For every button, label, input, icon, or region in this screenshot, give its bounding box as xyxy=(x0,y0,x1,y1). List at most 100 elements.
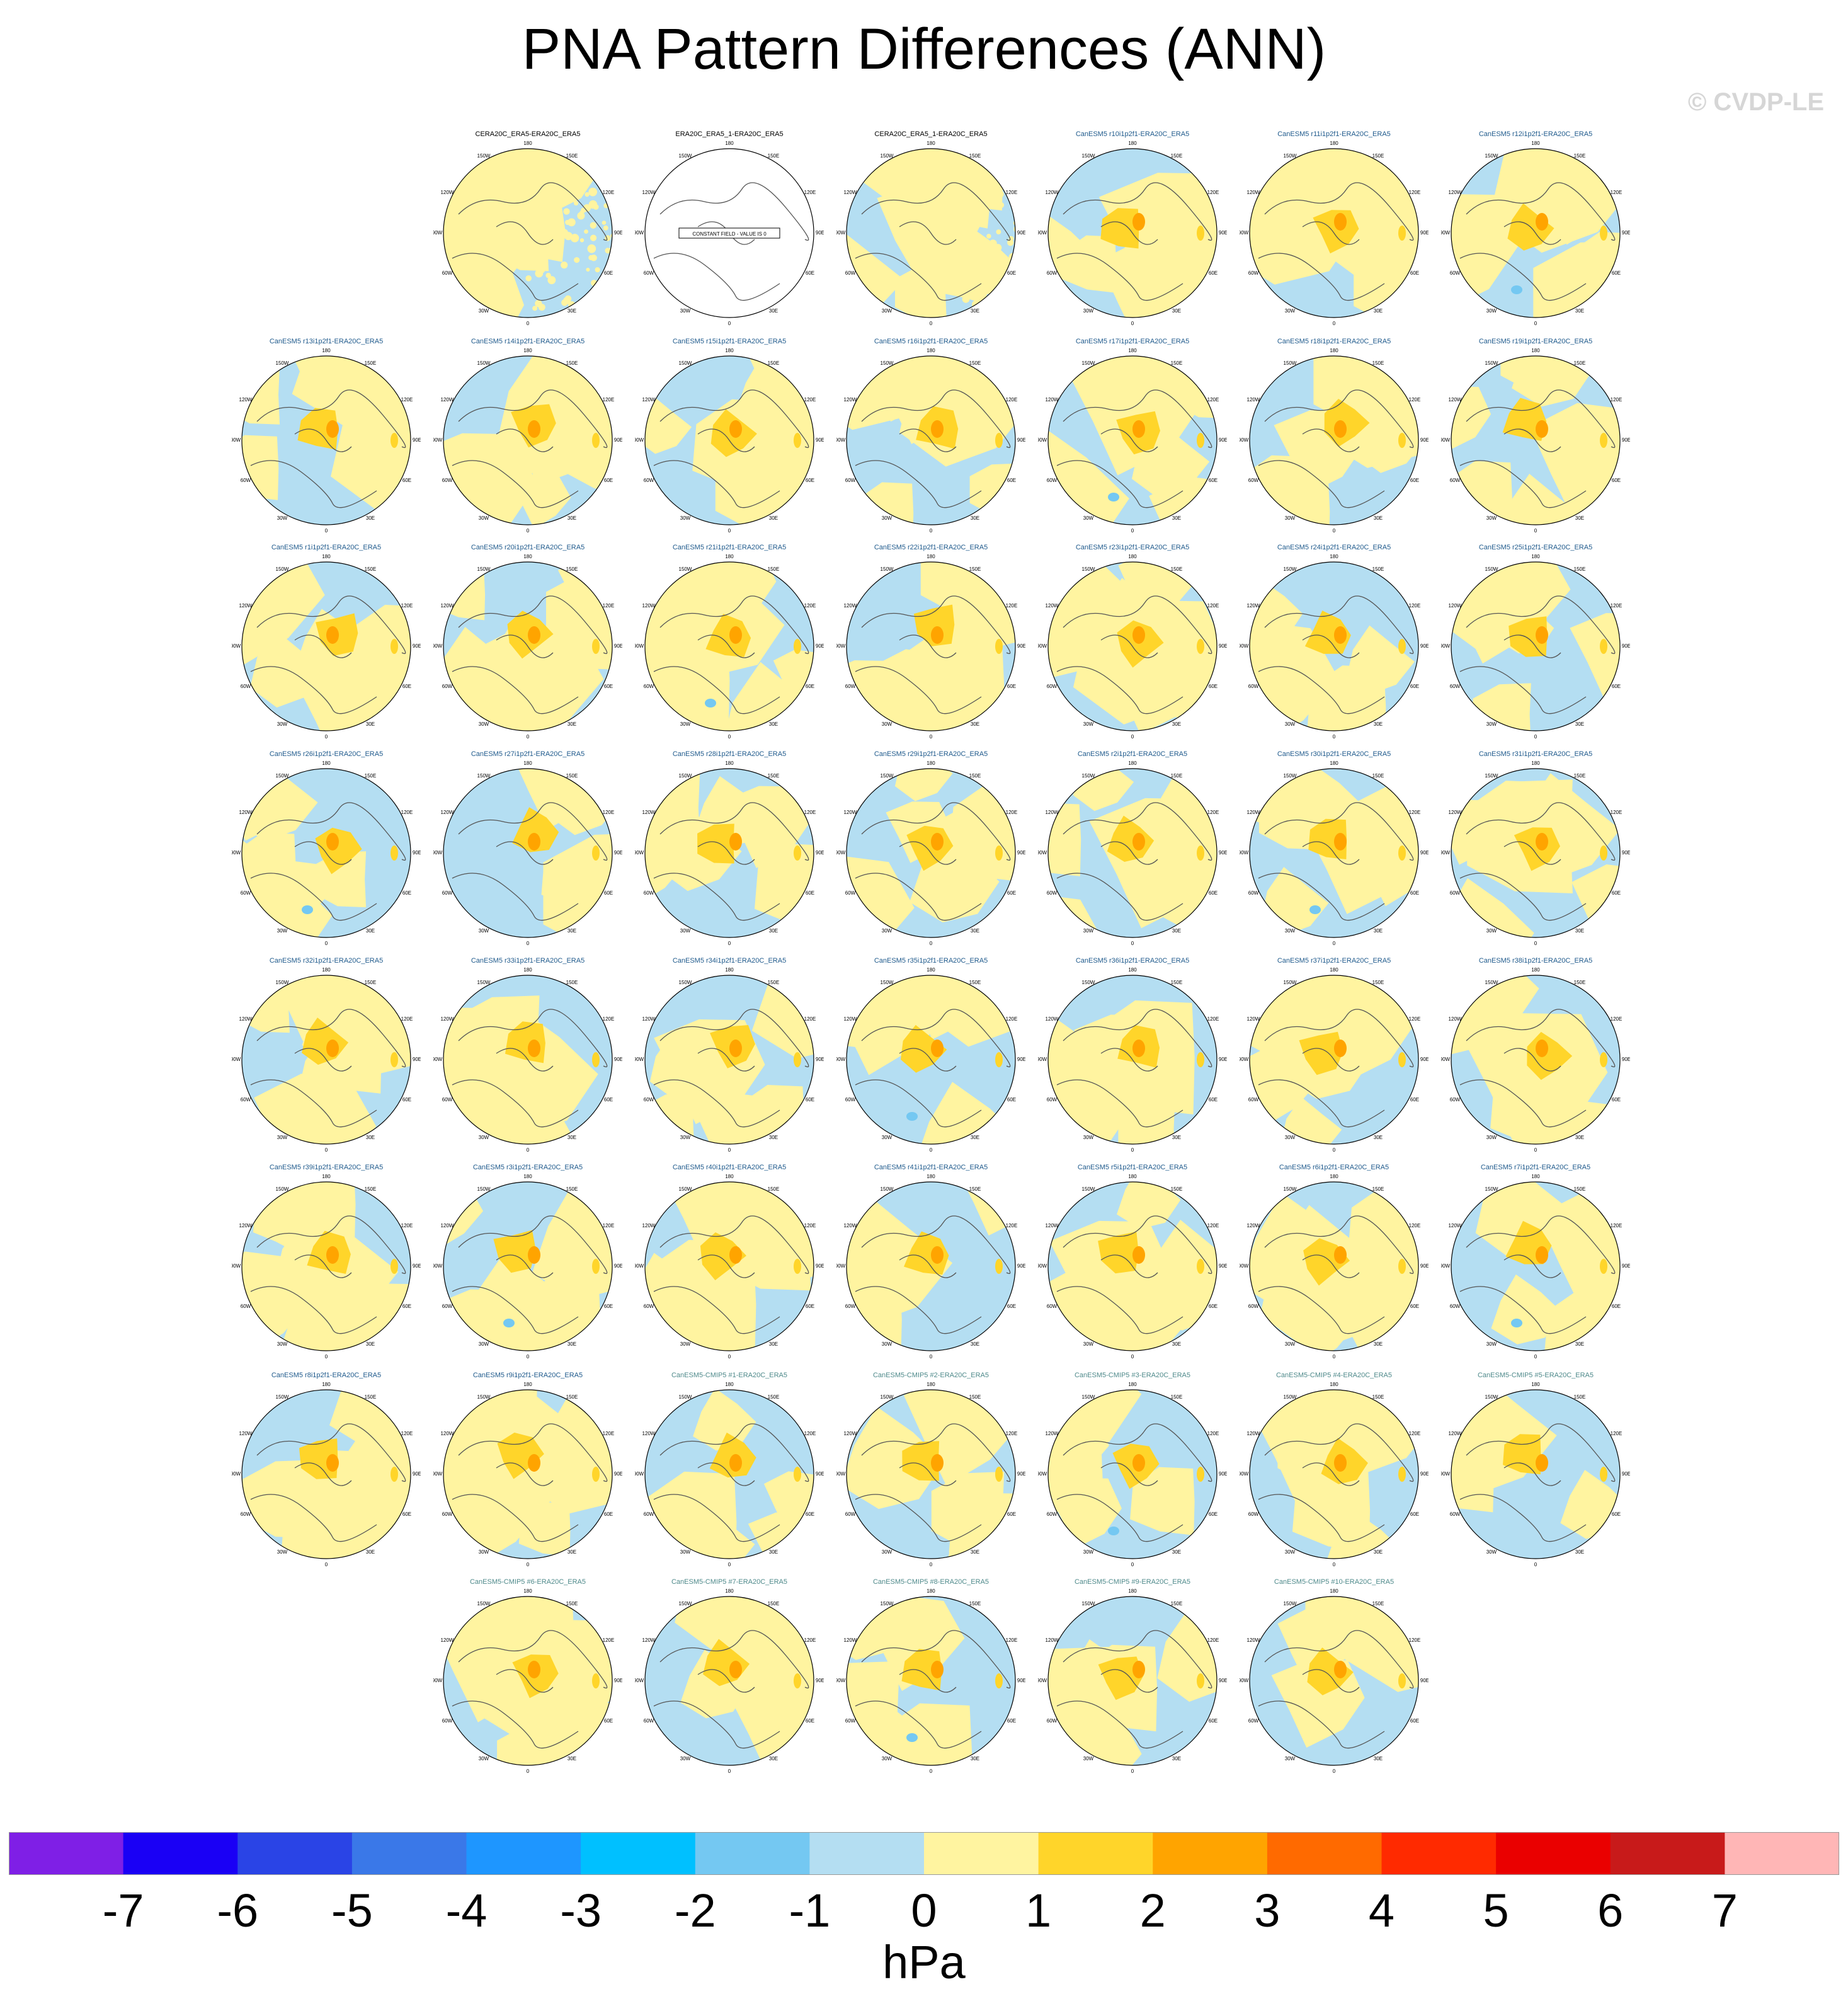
panel-title: CanESM5 r19i1p2f1-ERA20C_ERA5 xyxy=(1478,338,1593,345)
field-positive-mid xyxy=(995,639,1003,654)
longitude-label: 60W xyxy=(845,1304,856,1309)
longitude-label: 180 xyxy=(1330,1588,1338,1594)
longitude-label: 30E xyxy=(366,721,375,727)
longitude-label: 30W xyxy=(1486,515,1497,521)
longitude-label: 60E xyxy=(1612,1511,1621,1517)
longitude-label: 60W xyxy=(1450,270,1461,276)
longitude-label: 90W xyxy=(635,230,644,236)
longitude-label: 0 xyxy=(325,941,328,946)
panel-title: CanESM5 r20i1p2f1-ERA20C_ERA5 xyxy=(471,544,585,551)
field-positive-mid xyxy=(1600,433,1607,448)
coastline xyxy=(855,1009,1011,1128)
colorbar-tick-label: -7 xyxy=(102,1884,144,1937)
longitude-label: 90E xyxy=(816,1057,824,1062)
longitude-label: 60W xyxy=(845,270,856,276)
longitude-label: 120E xyxy=(1611,1016,1623,1022)
field-positive xyxy=(748,1512,814,1559)
map-border xyxy=(846,1596,1016,1766)
longitude-label: 120E xyxy=(1207,1637,1219,1643)
longitude-label: 30W xyxy=(479,1756,489,1762)
colorbar-tick-label: 4 xyxy=(1368,1884,1395,1937)
longitude-label: 150E xyxy=(969,566,981,572)
polar-map: 180 150W 150E 120W 120E 90W 90E 60W 60E 30W 30E 0 xyxy=(232,554,421,740)
longitude-label: 60E xyxy=(1410,684,1419,689)
longitude-label: 120W xyxy=(1449,603,1462,609)
polar-map: 180 150W 150E 120W 120E 90W 90E 60W 60E 30W 30E 0 xyxy=(836,967,1025,1153)
longitude-label: 90E xyxy=(1622,643,1630,649)
longitude-label: 0 xyxy=(1534,1562,1537,1567)
longitude-label: 120E xyxy=(1207,603,1219,609)
longitude-label: 150E xyxy=(365,1394,377,1400)
longitude-label: 180 xyxy=(1128,1382,1137,1387)
polar-map: 180 150W 150E 120W 120E 90W 90E 60W 60E 30W 30E 0 xyxy=(635,760,824,946)
field-positive xyxy=(1451,193,1519,314)
map-panel: CanESM5 r39i1p2f1-ERA20C_ERA5 180 150W 150E… xyxy=(232,1163,421,1360)
longitude-label: 150E xyxy=(1171,980,1183,985)
longitude-label: 0 xyxy=(1333,1768,1336,1774)
longitude-label: 90W xyxy=(433,437,443,443)
longitude-label: 180 xyxy=(927,348,935,353)
longitude-label: 30W xyxy=(1285,1341,1296,1347)
field-positive-mid xyxy=(592,639,600,654)
colorbar-segment xyxy=(1381,1832,1497,1875)
longitude-label: 150W xyxy=(1284,773,1297,779)
polar-map: 180 150W 150E 120W 120E 90W 90E 60W 60E 30W 30E 0 xyxy=(635,1382,824,1567)
field-positive-mid xyxy=(1600,1259,1607,1274)
longitude-label: 120E xyxy=(1006,397,1018,403)
longitude-label: 150W xyxy=(1284,1394,1297,1400)
longitude-label: 60W xyxy=(644,1718,654,1724)
field-positive-strong xyxy=(931,420,944,438)
longitude-label: 30E xyxy=(1575,1549,1584,1555)
longitude-label: 90E xyxy=(1219,230,1227,236)
field-positive-mid xyxy=(391,433,398,448)
longitude-label: 90E xyxy=(614,643,622,649)
map-panel: CanESM5 r15i1p2f1-ERA20C_ERA5 180 150W 150E… xyxy=(635,337,824,534)
field-positive-mid xyxy=(1398,1467,1406,1482)
longitude-label: 180 xyxy=(1531,1174,1540,1179)
longitude-label: 150E xyxy=(365,980,377,985)
longitude-label: 120E xyxy=(603,1016,615,1022)
longitude-label: 150E xyxy=(566,360,578,366)
longitude-label: 120W xyxy=(844,810,857,815)
longitude-label: 0 xyxy=(1534,1354,1537,1360)
longitude-label: 60W xyxy=(1248,1097,1259,1103)
longitude-label: 60E xyxy=(402,890,411,896)
coastline xyxy=(1258,1009,1414,1128)
field-positive-mid xyxy=(1503,1434,1541,1475)
field-positive-mid xyxy=(1514,827,1560,871)
longitude-label: 30E xyxy=(1374,515,1383,521)
longitude-label: 30W xyxy=(680,1135,691,1140)
longitude-label: 90W xyxy=(1441,230,1451,236)
map-panel: CanESM5-CMIP5 #4-ERA20C_ERA5 180 150W 150E 1… xyxy=(1240,1371,1429,1567)
longitude-label: 150W xyxy=(477,1186,491,1192)
field-positive-strong xyxy=(729,1661,742,1678)
longitude-label: 180 xyxy=(1128,348,1137,353)
longitude-label: 90W xyxy=(1038,643,1047,649)
longitude-label: 90E xyxy=(413,643,421,649)
longitude-label: 150E xyxy=(1574,1394,1586,1400)
coastline xyxy=(1056,182,1212,301)
longitude-label: 0 xyxy=(325,1354,328,1360)
field-positive-strong xyxy=(1536,420,1548,438)
longitude-label: 120E xyxy=(1207,397,1219,403)
longitude-label: 30E xyxy=(366,1135,375,1140)
longitude-label: 120E xyxy=(1611,397,1623,403)
field-positive-mid xyxy=(1299,1031,1343,1075)
longitude-label: 90E xyxy=(816,1678,824,1683)
longitude-label: 0 xyxy=(1534,941,1537,946)
longitude-label: 150W xyxy=(881,980,894,985)
longitude-label: 120W xyxy=(1247,190,1260,195)
field-positive-mid xyxy=(592,1467,600,1482)
longitude-label: 60E xyxy=(1209,684,1218,689)
longitude-label: 30W xyxy=(1083,928,1094,934)
field-positive-mid xyxy=(592,1052,600,1067)
longitude-label: 120W xyxy=(1449,190,1462,195)
longitude-label: 30W xyxy=(479,1135,489,1140)
panel-title: CanESM5 r33i1p2f1-ERA20C_ERA5 xyxy=(471,957,585,965)
coastline xyxy=(653,595,809,714)
longitude-label: 90E xyxy=(614,850,622,856)
longitude-label: 60E xyxy=(1007,270,1016,276)
longitude-label: 90E xyxy=(1017,1471,1025,1477)
map-border xyxy=(1249,975,1419,1145)
longitude-label: 90W xyxy=(1240,1057,1249,1062)
